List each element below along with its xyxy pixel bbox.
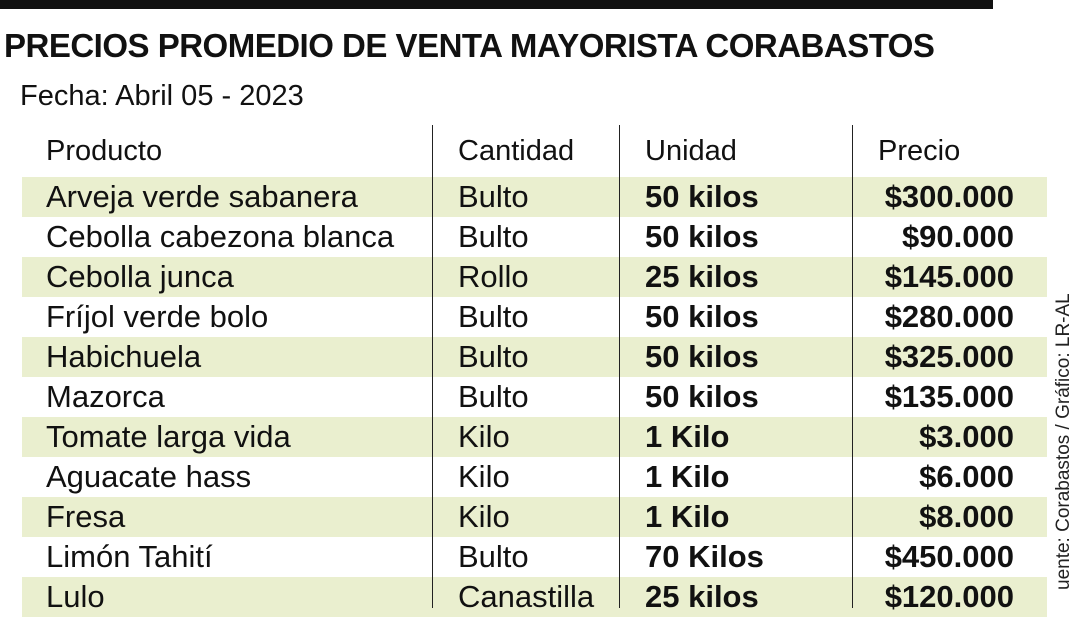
cell-cantidad: Bulto: [458, 179, 529, 214]
cell-unidad: 25 kilos: [645, 579, 759, 614]
table-row: Limón Tahití Bulto 70 Kilos $450.000: [22, 537, 1047, 577]
table-row: Fresa Kilo 1 Kilo $8.000: [22, 497, 1047, 537]
cell-precio: $145.000: [884, 259, 1014, 294]
column-divider: [432, 125, 433, 608]
source-credit: uente: Corabastos / Gráfico: LR-AL: [1053, 293, 1074, 590]
table-row: Aguacate hass Kilo 1 Kilo $6.000: [22, 457, 1047, 497]
cell-precio: $450.000: [884, 539, 1014, 574]
cell-unidad: 25 kilos: [645, 259, 759, 294]
cell-precio: $135.000: [884, 379, 1014, 414]
cell-producto: Lulo: [46, 579, 105, 614]
cell-precio: $3.000: [919, 419, 1014, 454]
cell-cantidad: Rollo: [458, 259, 529, 294]
cell-cantidad: Bulto: [458, 339, 529, 374]
table-row: Tomate larga vida Kilo 1 Kilo $3.000: [22, 417, 1047, 457]
table-row: Mazorca Bulto 50 kilos $135.000: [22, 377, 1047, 417]
cell-producto: Tomate larga vida: [46, 419, 291, 454]
cell-unidad: 1 Kilo: [645, 499, 730, 534]
price-table: Producto Cantidad Unidad Precio Arveja v…: [22, 125, 1047, 617]
cell-cantidad: Kilo: [458, 419, 510, 454]
cell-unidad: 50 kilos: [645, 219, 759, 254]
cell-unidad: 50 kilos: [645, 339, 759, 374]
cell-precio: $280.000: [884, 299, 1014, 334]
cell-producto: Habichuela: [46, 339, 202, 374]
cell-unidad: 70 Kilos: [645, 539, 764, 574]
cell-cantidad: Canastilla: [458, 579, 595, 614]
cell-producto: Aguacate hass: [46, 459, 252, 494]
cell-precio: $300.000: [884, 179, 1014, 214]
header-precio: Precio: [878, 135, 961, 167]
cell-producto: Limón Tahití: [46, 539, 213, 574]
table-row: Arveja verde sabanera Bulto 50 kilos $30…: [22, 177, 1047, 217]
cell-producto: Cebolla junca: [46, 259, 234, 294]
cell-unidad: 50 kilos: [645, 299, 759, 334]
column-divider: [619, 125, 620, 608]
table-row: Cebolla cabezona blanca Bulto 50 kilos $…: [22, 217, 1047, 257]
table-row: Fríjol verde bolo Bulto 50 kilos $280.00…: [22, 297, 1047, 337]
cell-unidad: 50 kilos: [645, 179, 759, 214]
cell-producto: Fresa: [46, 499, 126, 534]
header-cantidad: Cantidad: [458, 135, 575, 167]
cell-producto: Fríjol verde bolo: [46, 299, 269, 334]
date-label: Fecha: Abril 05 - 2023: [20, 80, 304, 112]
cell-unidad: 1 Kilo: [645, 419, 730, 454]
cell-cantidad: Bulto: [458, 219, 529, 254]
cell-cantidad: Kilo: [458, 459, 510, 494]
cell-producto: Mazorca: [46, 379, 165, 414]
table-row: Cebolla junca Rollo 25 kilos $145.000: [22, 257, 1047, 297]
cell-cantidad: Kilo: [458, 499, 510, 534]
top-rule: [0, 0, 993, 9]
table-header: Producto Cantidad Unidad Precio: [22, 125, 1047, 177]
page-title: PRECIOS PROMEDIO DE VENTA MAYORISTA CORA…: [4, 27, 935, 64]
cell-unidad: 50 kilos: [645, 379, 759, 414]
cell-precio: $325.000: [884, 339, 1014, 374]
header-producto: Producto: [46, 135, 163, 167]
column-divider: [852, 125, 853, 608]
cell-precio: $90.000: [901, 219, 1014, 254]
cell-unidad: 1 Kilo: [645, 459, 730, 494]
cell-precio: $8.000: [919, 499, 1014, 534]
header-unidad: Unidad: [645, 135, 737, 167]
cell-producto: Cebolla cabezona blanca: [46, 219, 395, 254]
cell-producto: Arveja verde sabanera: [46, 179, 358, 214]
cell-precio: $120.000: [884, 579, 1014, 614]
cell-precio: $6.000: [919, 459, 1014, 494]
cell-cantidad: Bulto: [458, 539, 529, 574]
table-row: Habichuela Bulto 50 kilos $325.000: [22, 337, 1047, 377]
cell-cantidad: Bulto: [458, 299, 529, 334]
cell-cantidad: Bulto: [458, 379, 529, 414]
table-row: Lulo Canastilla 25 kilos $120.000: [22, 577, 1047, 617]
